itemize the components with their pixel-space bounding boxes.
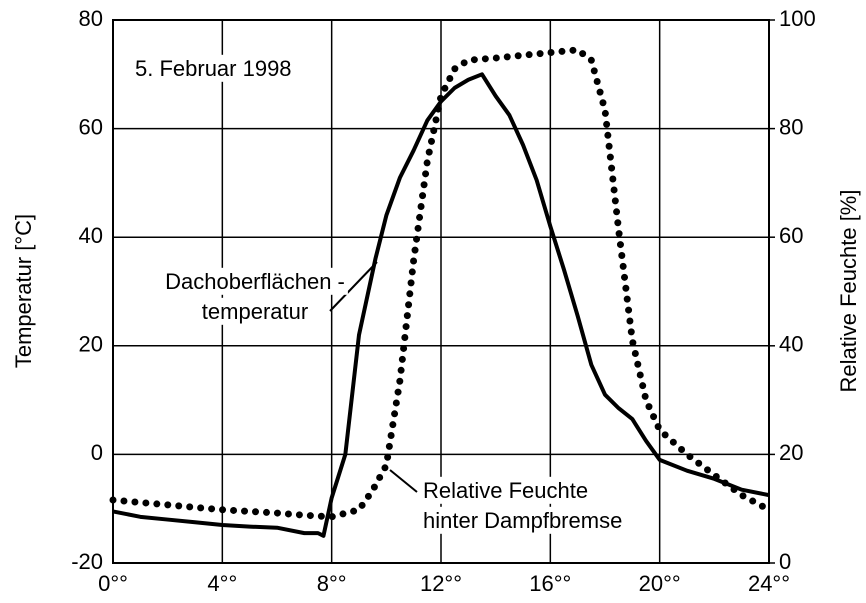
y2-tick-label: 80 <box>779 114 803 139</box>
y2-tick-label: 60 <box>779 223 803 248</box>
annotation-bg <box>420 476 592 504</box>
plot-frame <box>112 19 770 564</box>
y2-tick-label: 20 <box>779 440 803 465</box>
annotation: Dachoberflächen - <box>165 269 345 294</box>
y-tick-label: 80 <box>79 6 103 31</box>
leader-line <box>389 469 418 493</box>
y2-tick-label: 40 <box>779 332 803 357</box>
x-tick-label: 24°° <box>748 571 790 596</box>
x-tick-label: 16°° <box>529 571 571 596</box>
annotation: 5. Februar 1998 <box>135 56 292 81</box>
y-tick-label: 40 <box>79 223 103 248</box>
series-line <box>112 72 770 538</box>
x-tick-label: 8°° <box>317 571 347 596</box>
y2-tick-label: 0 <box>779 549 791 574</box>
y2-axis-label: Relative Feuchte [%] <box>836 190 861 393</box>
annotation: hinter Dampfbremse <box>423 508 622 533</box>
y-axis-label: Temperatur [°C] <box>11 214 36 368</box>
annotation-bg <box>420 506 626 534</box>
annotation-bg <box>162 267 348 295</box>
annotation: temperatur <box>202 299 308 324</box>
y-tick-label: 20 <box>79 332 103 357</box>
x-tick-label: 4°° <box>207 571 237 596</box>
x-tick-label: 0°° <box>98 571 128 596</box>
x-tick-label: 12°° <box>420 571 462 596</box>
y-tick-label: 0 <box>91 440 103 465</box>
annotation-bg <box>198 297 312 325</box>
series-line <box>109 46 773 521</box>
x-tick-label: 20°° <box>639 571 681 596</box>
leader-line <box>329 261 378 312</box>
annotation: Relative Feuchte <box>423 478 588 503</box>
y-tick-label: 60 <box>79 114 103 139</box>
y-tick-label: -20 <box>71 549 103 574</box>
annotation-bg <box>132 54 295 82</box>
y2-tick-label: 100 <box>779 6 816 31</box>
